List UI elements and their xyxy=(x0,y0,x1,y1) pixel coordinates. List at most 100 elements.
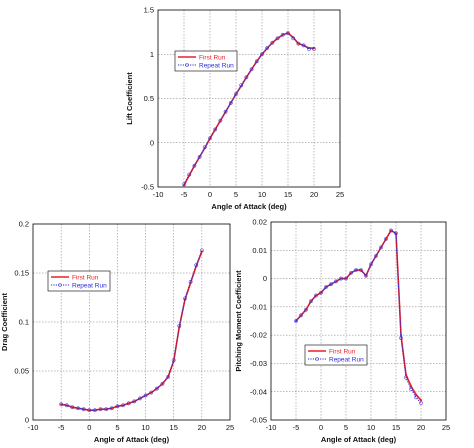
x-tick-label: 5 xyxy=(344,423,348,432)
data-point-repeat-run xyxy=(166,374,171,379)
data-point-repeat-run xyxy=(149,390,154,395)
x-tick-label: 25 xyxy=(226,423,234,432)
data-point-repeat-run xyxy=(301,43,306,48)
legend-label-first-run: First Run xyxy=(329,348,356,355)
x-tick-label: -5 xyxy=(293,423,300,432)
legend-label-first-run: First Run xyxy=(199,54,226,61)
data-point-repeat-run xyxy=(121,403,126,408)
data-point-repeat-run xyxy=(194,263,199,268)
axes-frame xyxy=(157,9,341,188)
data-point-repeat-run xyxy=(137,396,142,401)
x-axis-label: Angle of Attack (deg) xyxy=(211,202,287,211)
legend-marker xyxy=(185,63,189,67)
data-point-repeat-run xyxy=(349,270,353,275)
y-tick-label: -0.04 xyxy=(250,387,267,396)
y-tick-label: 0.05 xyxy=(14,367,29,376)
x-tick-label: -5 xyxy=(181,190,188,199)
legend-label-repeat-run: Repeat Run xyxy=(329,356,364,363)
data-point-repeat-run xyxy=(160,381,165,386)
lift-chart: -10 -5 0 5 10 15 20 25 -0.5 0 0.5 1 1.5 Angle of Atta… xyxy=(125,6,344,211)
data-point-repeat-run xyxy=(286,31,290,35)
data-point-repeat-run xyxy=(76,406,80,411)
y-tick-label: -0.01 xyxy=(250,302,267,311)
data-point-repeat-run xyxy=(359,268,363,273)
x-tick-label: -5 xyxy=(58,423,65,432)
legend-box xyxy=(47,270,111,292)
data-point-repeat-run xyxy=(254,59,259,64)
y-axis-label: Lift Coefficient xyxy=(125,72,134,125)
axes-frame xyxy=(270,221,447,421)
data-point-repeat-run xyxy=(306,46,311,51)
x-tick-label: 0 xyxy=(208,190,212,199)
data-point-repeat-run xyxy=(98,407,103,412)
data-point-repeat-run xyxy=(182,182,186,187)
drag-chart: -10 -5 0 5 10 15 20 25 0 0.05 0.1 0.15 0.2 Angle of A… xyxy=(0,220,234,444)
legend-label-first-run: First Run xyxy=(72,274,99,281)
legend-label-repeat-run: Repeat Run xyxy=(199,62,234,69)
legend-box xyxy=(174,50,238,72)
data-point-repeat-run xyxy=(364,273,368,278)
data-point-repeat-run xyxy=(260,52,264,57)
legend-marker xyxy=(315,357,319,361)
data-point-repeat-run xyxy=(270,40,275,45)
data-point-repeat-run xyxy=(414,395,418,400)
x-tick-label: -10 xyxy=(153,190,164,199)
data-point-repeat-run xyxy=(304,307,308,312)
data-point-repeat-run xyxy=(275,36,280,41)
plot-area xyxy=(271,222,446,420)
data-point-repeat-run xyxy=(334,279,338,284)
series-line-repeat-run xyxy=(295,229,422,404)
data-point-repeat-run xyxy=(197,154,202,159)
data-point-repeat-run xyxy=(369,262,373,267)
data-point-repeat-run xyxy=(419,401,423,405)
x-axis-label: Angle of Attack (deg) xyxy=(94,435,170,444)
data-point-repeat-run xyxy=(389,228,393,233)
data-point-repeat-run xyxy=(132,399,137,404)
data-point-repeat-run xyxy=(143,393,148,398)
data-point-repeat-run xyxy=(309,299,313,304)
y-tick-label: 0.15 xyxy=(14,269,29,278)
data-point-repeat-run xyxy=(339,276,343,281)
x-tick-label: 20 xyxy=(417,423,425,432)
data-point-repeat-run xyxy=(81,407,86,412)
legend-label-repeat-run: Repeat Run xyxy=(72,282,107,289)
data-point-repeat-run xyxy=(104,407,109,412)
y-axis-label: Pitching Moment Coefficient xyxy=(234,270,243,372)
x-tick-label: 0 xyxy=(87,423,91,432)
data-point-repeat-run xyxy=(234,92,238,97)
y-tick-label: -0.02 xyxy=(250,331,267,340)
y-tick-label: 1.5 xyxy=(144,6,154,15)
data-point-repeat-run xyxy=(329,282,333,287)
y-tick-label: -0.05 xyxy=(250,416,267,425)
x-tick-label: -10 xyxy=(266,423,277,432)
y-tick-label: 0.2 xyxy=(19,220,29,229)
data-point-first-run xyxy=(419,399,423,402)
data-point-repeat-run xyxy=(223,109,228,114)
data-point-repeat-run xyxy=(280,32,285,37)
data-point-repeat-run xyxy=(126,401,131,406)
data-point-repeat-run xyxy=(109,406,114,411)
x-tick-label: 10 xyxy=(141,423,149,432)
x-axis-label: Angle of Attack (deg) xyxy=(321,435,397,444)
data-point-repeat-run xyxy=(296,41,301,46)
x-tick-label: 0 xyxy=(319,423,323,432)
data-point-first-run xyxy=(409,384,413,388)
y-tick-label: -0.5 xyxy=(141,183,154,192)
data-point-repeat-run xyxy=(291,36,296,41)
data-point-repeat-run xyxy=(244,75,249,80)
data-point-repeat-run xyxy=(344,276,348,281)
data-point-repeat-run xyxy=(218,118,223,123)
data-point-repeat-run xyxy=(92,408,97,413)
x-tick-label: 5 xyxy=(234,190,238,199)
x-tick-label: -10 xyxy=(28,423,39,432)
y-tick-label: 0.1 xyxy=(19,318,29,327)
data-point-repeat-run xyxy=(374,253,378,258)
data-point-repeat-run xyxy=(213,127,218,132)
x-tick-label: 15 xyxy=(392,423,400,432)
data-point-repeat-run xyxy=(199,248,204,253)
x-tick-label: 10 xyxy=(258,190,266,199)
y-tick-label: 0 xyxy=(263,274,267,283)
